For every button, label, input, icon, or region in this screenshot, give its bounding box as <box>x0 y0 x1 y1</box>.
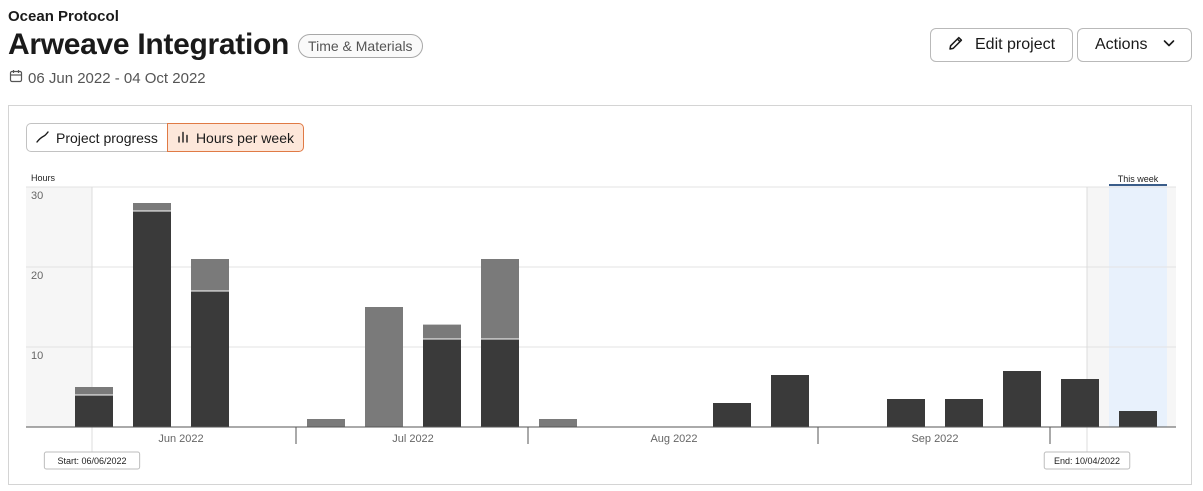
y-tick-label: 30 <box>31 190 43 202</box>
hours-bar[interactable] <box>945 399 983 427</box>
line-chart-icon <box>36 130 56 146</box>
project-end-label: End: 10/04/2022 <box>1054 456 1120 466</box>
project-start-label: Start: 06/06/2022 <box>57 456 126 466</box>
hours-bar-secondary[interactable] <box>423 324 461 339</box>
hours-bar[interactable] <box>191 291 229 427</box>
calendar-icon <box>9 69 28 87</box>
chart-view-toggle: Project progress Hours per week <box>26 123 304 152</box>
billing-type-badge: Time & Materials <box>298 34 423 58</box>
edit-project-button[interactable]: Edit project <box>930 28 1073 62</box>
hours-per-week-tab[interactable]: Hours per week <box>166 123 304 152</box>
hours-bar[interactable] <box>1003 371 1041 427</box>
bar-chart-icon <box>177 130 196 146</box>
month-label: Sep 2022 <box>911 433 958 445</box>
month-label: Jun 2022 <box>158 433 203 445</box>
hours-bar-secondary[interactable] <box>133 203 171 211</box>
hours-bar[interactable] <box>771 375 809 427</box>
y-axis-label: Hours <box>31 173 56 183</box>
y-tick-label: 20 <box>31 270 43 282</box>
title-row: Arweave Integration Time & Materials <box>8 28 423 62</box>
hours-bar[interactable] <box>75 395 113 427</box>
project-progress-label: Project progress <box>56 129 158 146</box>
project-start-box <box>43 451 141 470</box>
month-label: Aug 2022 <box>650 433 697 445</box>
hours-bar-secondary[interactable] <box>365 307 403 427</box>
hours-per-week-chart: This week 10 20 30 Hours Jun 2022 Jul 2022 Aug … <box>26 173 1176 470</box>
this-week-label: This week <box>1118 174 1159 184</box>
hours-bar[interactable] <box>1119 411 1157 427</box>
hours-bar[interactable] <box>887 399 925 427</box>
pencil-icon <box>948 35 975 56</box>
hours-bar-secondary[interactable] <box>75 387 113 395</box>
y-tick-label: 10 <box>31 350 43 362</box>
hours-bar[interactable] <box>133 211 171 427</box>
project-end-box <box>1043 451 1131 470</box>
chart-panel: This week 10 20 30 Hours Jun 2022 Jul 2022 Aug … <box>8 105 1192 485</box>
chevron-down-icon <box>1147 36 1176 55</box>
date-range-text: 06 Jun 2022 - 04 Oct 2022 <box>28 69 206 87</box>
this-week-highlight <box>1109 185 1167 427</box>
hours-bar-secondary[interactable] <box>539 419 577 427</box>
page-title: Arweave Integration <box>8 28 290 61</box>
actions-dropdown-button[interactable]: Actions <box>1077 28 1192 62</box>
client-name: Ocean Protocol <box>8 8 119 25</box>
hours-per-week-label: Hours per week <box>195 129 294 146</box>
month-label: Jul 2022 <box>392 433 434 445</box>
actions-label: Actions <box>1095 36 1148 53</box>
hours-bar-secondary[interactable] <box>191 259 229 291</box>
project-progress-tab[interactable]: Project progress <box>26 123 168 152</box>
hours-bar-secondary[interactable] <box>307 419 345 427</box>
hours-bar[interactable] <box>713 403 751 427</box>
hours-bar[interactable] <box>1061 379 1099 427</box>
edit-project-label: Edit project <box>975 36 1056 53</box>
hours-bar[interactable] <box>423 339 461 427</box>
project-date-range: 06 Jun 2022 - 04 Oct 2022 <box>9 69 206 87</box>
hours-bar[interactable] <box>481 339 519 427</box>
hours-bar-secondary[interactable] <box>481 259 519 339</box>
